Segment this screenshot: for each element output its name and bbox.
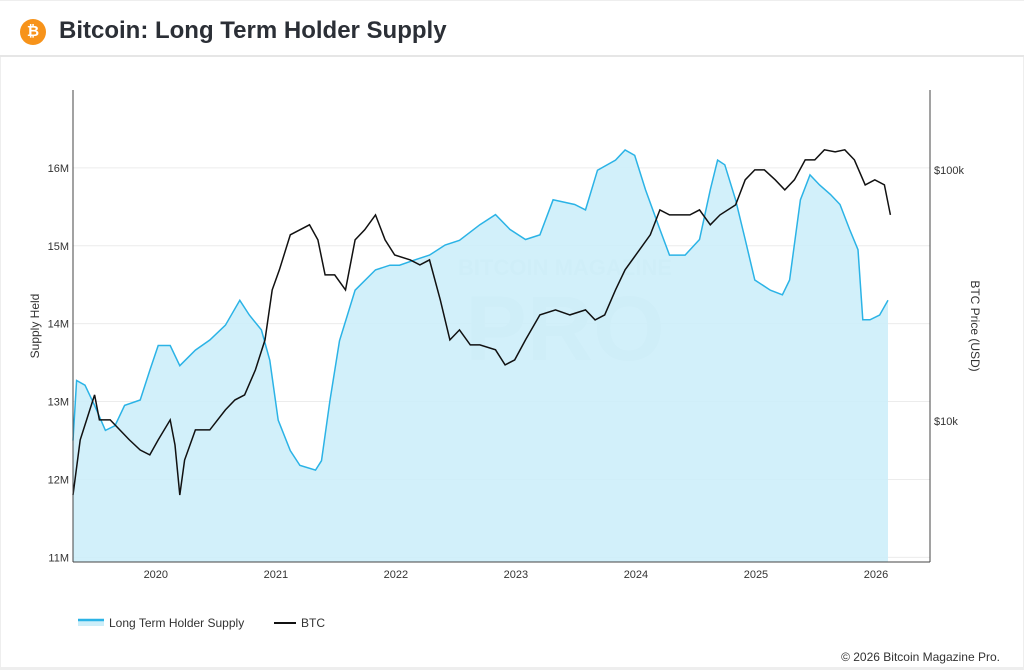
y-tick-label: 13M [48, 397, 69, 409]
x-tick-label: 2022 [384, 569, 408, 581]
page-title: Bitcoin: Long Term Holder Supply [59, 17, 447, 44]
lth-supply-line [72, 149, 889, 471]
btc-price-line [72, 148, 892, 496]
y-tick-label: 11M [48, 552, 69, 564]
y-tick-label: 15M [48, 241, 69, 253]
y-tick-label: 14M [48, 319, 69, 331]
y2-tick-label: $100k [934, 165, 964, 177]
x-tick-label: 2025 [744, 569, 768, 581]
y-axis-label: Supply Held [28, 294, 42, 359]
legend-swatch-lth[interactable] [78, 620, 104, 626]
x-tick-label: 2020 [144, 569, 168, 581]
y-tick-label: 12M [48, 474, 69, 486]
bitcoin-icon: ₿ [20, 19, 46, 45]
x-tick-label: 2023 [504, 569, 528, 581]
y-tick-label: 16M [48, 163, 69, 175]
x-tick-label: 2024 [624, 569, 648, 581]
copyright: © 2026 Bitcoin Magazine Pro. [841, 650, 1000, 664]
legend-label-lth[interactable]: Long Term Holder Supply [109, 616, 244, 630]
legend-label-btc[interactable]: BTC [301, 616, 325, 630]
header: ₿ Bitcoin: Long Term Holder Supply [0, 0, 1024, 57]
y2-tick-label: $10k [934, 416, 958, 428]
lth-supply-area [73, 150, 888, 562]
x-tick-label: 2021 [264, 569, 288, 581]
x-tick-label: 2026 [864, 569, 888, 581]
y2-axis-label: BTC Price (USD) [968, 280, 982, 371]
